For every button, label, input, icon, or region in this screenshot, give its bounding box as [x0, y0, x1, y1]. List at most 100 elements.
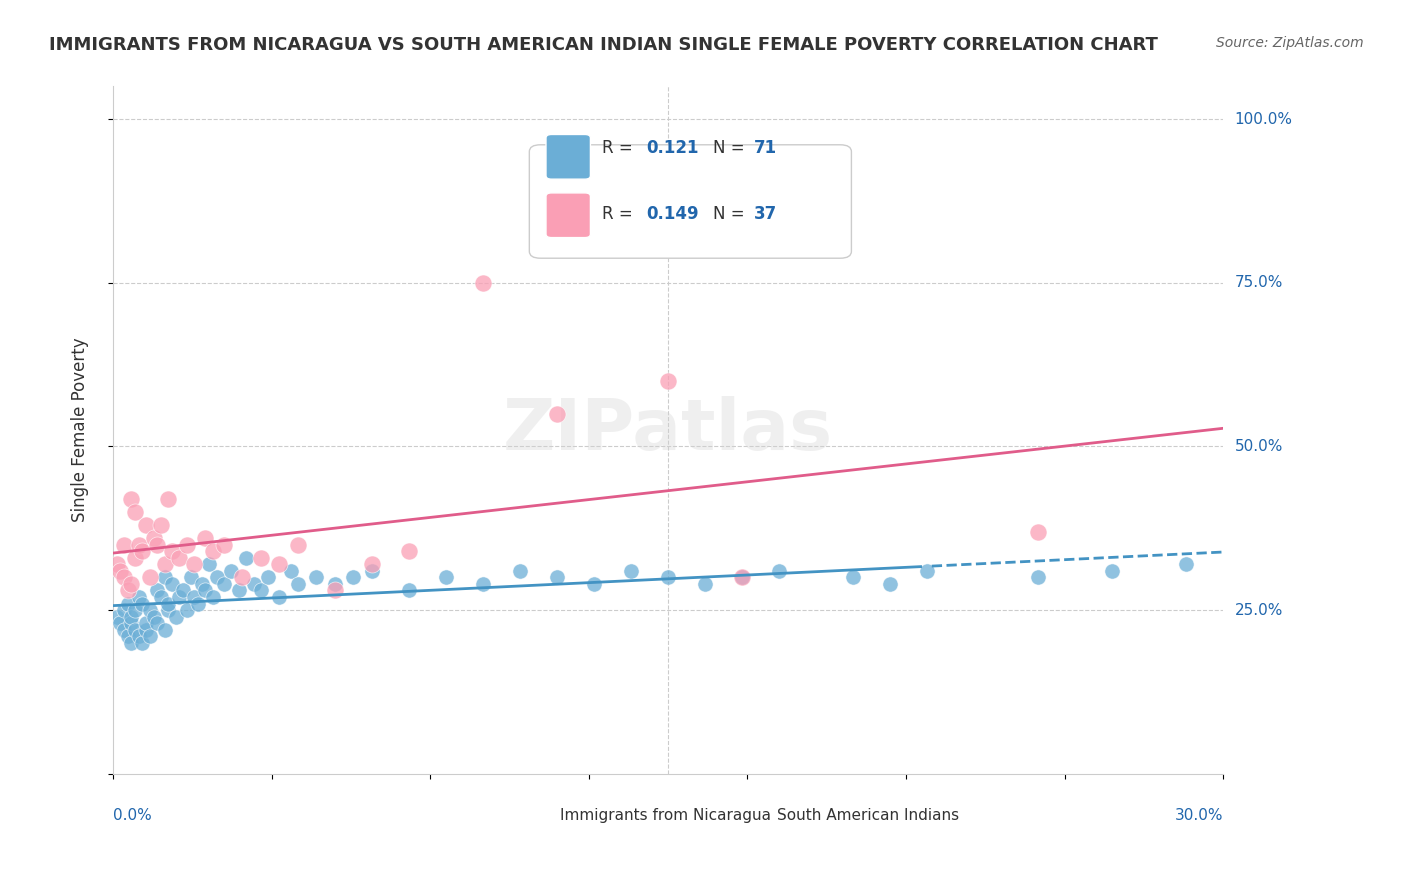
Point [124, 550, 146, 565]
Point [169, 590, 191, 604]
Point [180, 570, 202, 584]
Point [1175, 558, 1198, 572]
Point [361, 558, 384, 572]
Point [157, 491, 180, 506]
Point [879, 577, 901, 591]
Point [1028, 524, 1050, 539]
Point [117, 629, 139, 643]
Text: 25.0%: 25.0% [1234, 603, 1282, 617]
Point [142, 609, 165, 624]
Point [257, 570, 280, 584]
Point [153, 558, 176, 572]
Point [620, 564, 643, 578]
Point [269, 590, 291, 604]
Point [201, 590, 224, 604]
Point [139, 629, 162, 643]
Point [323, 577, 346, 591]
Point [398, 583, 420, 598]
Point [205, 570, 228, 584]
Text: 50.0%: 50.0% [1234, 439, 1282, 454]
Point [509, 564, 531, 578]
Point [112, 603, 135, 617]
Point [212, 577, 235, 591]
FancyBboxPatch shape [529, 145, 852, 258]
Text: 71: 71 [754, 139, 776, 157]
Point [695, 577, 717, 591]
Text: Immigrants from Nicaragua: Immigrants from Nicaragua [561, 807, 772, 822]
Point [176, 538, 198, 552]
Point [157, 597, 180, 611]
Point [110, 616, 132, 631]
Point [287, 577, 309, 591]
Text: South American Indians: South American Indians [778, 807, 959, 822]
Text: 100.0%: 100.0% [1234, 112, 1292, 127]
Point [190, 577, 212, 591]
Point [657, 570, 679, 584]
Y-axis label: Single Female Poverty: Single Female Poverty [72, 338, 89, 523]
Point [231, 570, 253, 584]
Point [128, 538, 150, 552]
Text: 37: 37 [754, 204, 778, 222]
Point [657, 374, 679, 388]
Point [583, 577, 606, 591]
Point [120, 577, 142, 591]
Point [149, 590, 172, 604]
FancyBboxPatch shape [737, 803, 772, 828]
Point [842, 570, 865, 584]
Text: IMMIGRANTS FROM NICARAGUA VS SOUTH AMERICAN INDIAN SINGLE FEMALE POVERTY CORRELA: IMMIGRANTS FROM NICARAGUA VS SOUTH AMERI… [49, 36, 1159, 54]
Point [917, 564, 939, 578]
Point [160, 577, 183, 591]
Point [135, 518, 157, 533]
Point [149, 518, 172, 533]
Text: R =: R = [602, 139, 637, 157]
Text: N =: N = [713, 139, 749, 157]
Point [731, 570, 754, 584]
Point [305, 570, 328, 584]
FancyBboxPatch shape [546, 193, 591, 237]
Point [398, 544, 420, 558]
Point [287, 538, 309, 552]
Point [124, 603, 146, 617]
Point [131, 544, 153, 558]
Point [546, 570, 568, 584]
Point [1101, 564, 1123, 578]
Point [165, 609, 187, 624]
Text: 30.0%: 30.0% [1175, 808, 1223, 823]
Point [124, 505, 146, 519]
Point [212, 538, 235, 552]
Point [342, 570, 364, 584]
Point [131, 636, 153, 650]
Point [172, 583, 194, 598]
Point [120, 616, 142, 631]
Point [128, 590, 150, 604]
Point [280, 564, 302, 578]
Point [183, 558, 205, 572]
Point [183, 590, 205, 604]
Point [242, 577, 264, 591]
Point [250, 583, 273, 598]
Point [120, 636, 142, 650]
Point [153, 623, 176, 637]
Point [1028, 570, 1050, 584]
Point [117, 597, 139, 611]
Point [221, 564, 243, 578]
Text: R =: R = [602, 204, 637, 222]
Text: N =: N = [713, 204, 749, 222]
Point [472, 577, 495, 591]
Point [434, 570, 457, 584]
Point [135, 623, 157, 637]
Point [768, 564, 790, 578]
Point [157, 603, 180, 617]
Point [160, 544, 183, 558]
Point [124, 623, 146, 637]
Point [112, 570, 135, 584]
Point [176, 603, 198, 617]
Point [187, 597, 209, 611]
Point [731, 570, 754, 584]
FancyBboxPatch shape [520, 803, 555, 828]
Point [194, 531, 217, 545]
Point [228, 583, 250, 598]
Point [131, 597, 153, 611]
Point [120, 609, 142, 624]
Point [112, 538, 135, 552]
